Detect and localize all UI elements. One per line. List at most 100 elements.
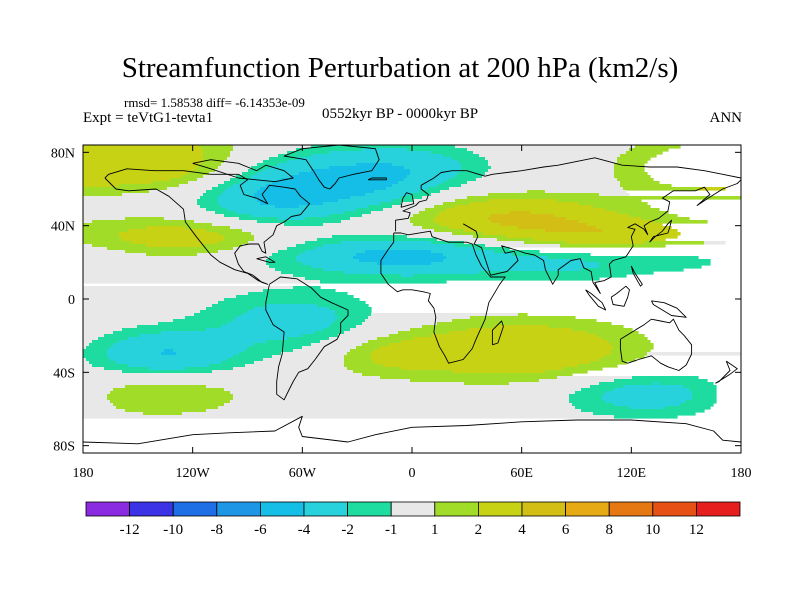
field-cell [407,235,474,239]
field-cell [266,262,303,266]
field-cell [269,166,330,170]
field-cell [323,202,381,206]
x-tick-label: 120E [617,466,647,481]
field-cell [233,148,297,152]
field-cell [323,328,351,332]
colorbar-label: -12 [120,522,140,538]
field-cell [614,169,645,173]
field-cell [584,259,711,263]
field-cell [311,265,600,269]
field-cell [599,262,711,266]
field-cell [488,169,615,173]
field-cell [83,214,225,218]
coastline [265,276,349,401]
chart-title: Streamfunction Perturbation at 200 hPa (… [121,52,679,84]
field-cell [569,400,606,404]
field-cell [83,385,126,389]
field-cell [530,211,618,215]
field-cell [443,181,468,185]
field-cell [482,175,615,179]
field-cell [83,352,108,356]
colorbar-swatch [608,501,654,517]
field-cell [494,325,549,329]
field-cell [218,166,252,170]
field-cell [368,316,471,320]
field-cell [263,358,345,362]
field-cell [83,349,108,353]
field-cell [233,397,570,401]
field-cell [305,277,600,281]
field-cell [83,229,129,233]
field-cell [83,259,267,263]
field-cell [83,292,249,296]
x-tick-label: 180 [731,466,752,481]
field-cell [206,229,243,233]
field-cell [344,211,372,215]
field-cell [119,232,219,236]
field-cell [128,229,207,233]
field-cell [380,376,558,380]
field-cell [83,325,138,329]
field-cell [296,259,360,263]
x-tick-label: 0 [409,466,416,481]
field-cell [311,343,363,347]
field-cell [107,397,234,401]
field-cell [233,184,267,188]
field-cell [236,211,345,215]
field-cell [623,385,684,389]
field-cell [83,250,126,254]
field-cell [353,256,447,260]
field-cell [227,208,357,212]
field-cell [287,247,315,251]
colorbar-swatch [347,501,392,517]
field-cell [254,307,330,311]
field-cell [83,415,615,419]
field-cell [440,223,501,227]
field-cell [587,331,639,335]
field-cell [128,364,210,368]
colorbar-label: 6 [562,522,570,538]
field-cell [83,307,207,311]
field-cell [92,220,195,224]
field-cell [200,196,219,200]
field-cell [248,346,303,350]
field-cell [500,223,588,227]
colorbar-swatch [390,501,436,517]
field-cell [230,151,288,155]
colorbar-label: 10 [645,522,660,538]
field-cell [221,325,330,329]
field-cell [311,145,456,149]
field-cell [410,193,432,197]
coastline [715,360,738,384]
field-cell [614,172,648,176]
field-cell [113,343,255,347]
field-cell [422,325,495,329]
field-cell [620,184,672,188]
field-cell [344,271,480,275]
field-cell [266,304,318,308]
field-cell [83,169,195,173]
field-cell [92,364,129,368]
colorbar-label: 12 [689,522,704,538]
field-cell [293,286,321,290]
field-cell [317,238,438,242]
field-cell [506,235,678,239]
field-cell [287,160,459,164]
field-cell [197,202,219,206]
field-cell [224,403,573,407]
field-cell [578,220,654,224]
field-cell [83,196,201,200]
field-cell [83,217,126,221]
field-cell [206,385,591,389]
field-cell [212,370,354,374]
field-cell [107,349,165,353]
y-tick-label: 80S [53,440,75,455]
field-cell [224,190,258,194]
field-cell [350,217,411,221]
field-cell [146,253,198,257]
field-cell [359,259,444,263]
field-cell [209,364,246,368]
field-cell [356,208,384,212]
field-cell [125,385,207,389]
field-cell [281,271,345,275]
